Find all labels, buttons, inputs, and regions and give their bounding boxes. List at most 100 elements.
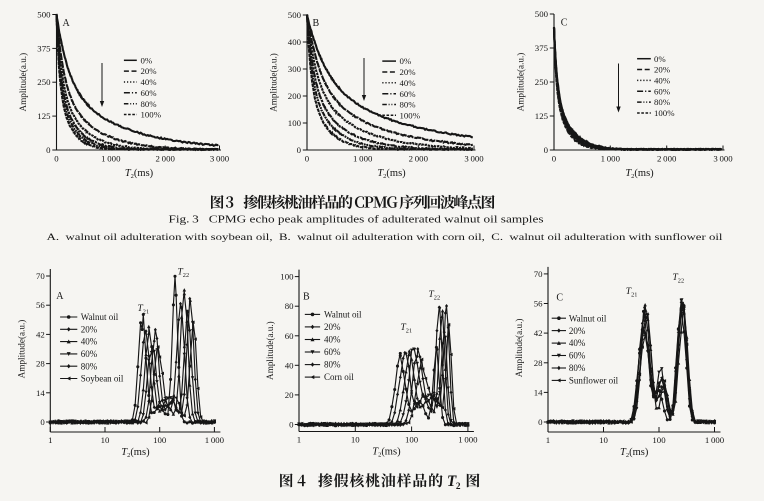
svg-text:10: 10 (599, 435, 608, 445)
svg-text:1 000: 1 000 (101, 154, 121, 164)
svg-text:100%: 100% (141, 110, 162, 120)
svg-text:0: 0 (552, 154, 557, 164)
svg-text:T21: T21 (626, 287, 638, 299)
svg-text:0: 0 (40, 417, 45, 427)
svg-text:80%: 80% (81, 361, 98, 371)
svg-text:60%: 60% (654, 86, 671, 96)
svg-text:T2(ms): T2(ms) (620, 447, 649, 459)
svg-text:20%: 20% (400, 67, 417, 77)
svg-text:60%: 60% (81, 349, 98, 359)
svg-text:B: B (313, 18, 320, 29)
svg-text:2 000: 2 000 (409, 154, 429, 164)
svg-text:80%: 80% (569, 363, 586, 373)
svg-text:60%: 60% (141, 88, 158, 98)
svg-text:42: 42 (534, 328, 543, 338)
svg-text:1 000: 1 000 (601, 154, 621, 164)
svg-text:Soybean oil: Soybean oil (81, 374, 124, 384)
svg-text:2 000: 2 000 (657, 154, 677, 164)
svg-text:20: 20 (285, 390, 294, 400)
svg-text:Amplitude(a.u.): Amplitude(a.u.) (516, 53, 526, 112)
svg-text:500: 500 (37, 10, 51, 20)
svg-text:Amplitude(a.u.): Amplitude(a.u.) (514, 319, 524, 378)
svg-text:Amplitude(a.u.): Amplitude(a.u.) (269, 53, 279, 112)
svg-text:T2(ms): T2(ms) (372, 447, 401, 459)
svg-text:B: B (303, 292, 310, 303)
svg-text:100%: 100% (400, 110, 421, 120)
svg-text:3 000: 3 000 (210, 154, 230, 164)
svg-text:100: 100 (153, 435, 167, 445)
svg-text:80%: 80% (654, 97, 671, 107)
svg-text:Corn oil: Corn oil (324, 372, 354, 382)
svg-text:Amplitude(a.u.): Amplitude(a.u.) (18, 53, 28, 112)
svg-text:40: 40 (285, 360, 294, 370)
svg-text:C: C (561, 18, 568, 29)
svg-text:0: 0 (54, 154, 59, 164)
svg-text:1: 1 (297, 435, 301, 445)
svg-text:200: 200 (288, 91, 302, 101)
svg-text:T2(ms): T2(ms) (125, 168, 154, 180)
svg-text:500: 500 (535, 9, 549, 19)
svg-text:100: 100 (288, 118, 302, 128)
svg-text:100: 100 (280, 272, 294, 282)
svg-text:28: 28 (534, 358, 543, 368)
svg-text:250: 250 (535, 77, 549, 87)
svg-text:Walnut oil: Walnut oil (569, 313, 607, 323)
svg-text:0%: 0% (141, 55, 153, 65)
svg-text:125: 125 (37, 111, 51, 121)
svg-text:40%: 40% (324, 335, 341, 345)
svg-text:A: A (63, 18, 71, 29)
svg-text:T2(ms): T2(ms) (625, 168, 654, 180)
svg-text:3 000: 3 000 (713, 154, 733, 164)
svg-text:56: 56 (534, 299, 543, 309)
svg-text:80: 80 (285, 301, 294, 311)
svg-text:0%: 0% (654, 54, 666, 64)
svg-text:2: 2 (456, 482, 461, 492)
svg-text:1 000: 1 000 (205, 435, 225, 445)
svg-text:56: 56 (36, 300, 45, 310)
svg-text:10: 10 (101, 435, 110, 445)
svg-text:T22: T22 (673, 273, 685, 285)
svg-text:20%: 20% (654, 65, 671, 75)
svg-text:2 000: 2 000 (156, 154, 176, 164)
svg-text:300: 300 (288, 64, 302, 74)
svg-text:375: 375 (535, 43, 549, 53)
svg-text:10: 10 (351, 435, 360, 445)
svg-text:1 000: 1 000 (353, 154, 373, 164)
svg-text:70: 70 (534, 269, 543, 279)
svg-text:Walnut oil: Walnut oil (81, 312, 119, 322)
svg-text:80%: 80% (400, 100, 417, 110)
svg-text:0: 0 (305, 154, 310, 164)
svg-text:Amplitude(a.u.): Amplitude(a.u.) (265, 321, 275, 380)
svg-text:0%: 0% (400, 56, 412, 66)
svg-text:T22: T22 (178, 268, 190, 280)
svg-text:0: 0 (297, 145, 302, 155)
svg-text:80%: 80% (141, 99, 158, 109)
svg-text:250: 250 (37, 77, 51, 87)
svg-text:A. walnut oil adulteration wi: A. walnut oil adulteration with soybean … (47, 232, 723, 243)
svg-text:125: 125 (535, 111, 549, 121)
svg-text:0: 0 (538, 417, 543, 427)
svg-text:Amplitude(a.u.): Amplitude(a.u.) (16, 320, 26, 379)
svg-text:Walnut oil: Walnut oil (324, 310, 362, 320)
svg-text:40%: 40% (141, 77, 158, 87)
svg-text:40%: 40% (654, 76, 671, 86)
svg-text:100: 100 (405, 435, 419, 445)
svg-text:20%: 20% (81, 324, 98, 334)
svg-text:100%: 100% (654, 108, 675, 118)
svg-text:0: 0 (289, 420, 294, 430)
svg-text:T21: T21 (138, 304, 150, 316)
svg-text:0: 0 (544, 145, 549, 155)
svg-text:T22: T22 (429, 290, 441, 302)
svg-text:Fig. 3 CPMG echo peak amplit: Fig. 3 CPMG echo peak amplitudes of adul… (169, 214, 544, 226)
svg-text:60: 60 (285, 331, 294, 341)
svg-text:14: 14 (534, 387, 543, 397)
svg-text:60%: 60% (569, 351, 586, 361)
svg-text:Sunflower oil: Sunflower oil (569, 376, 619, 386)
svg-text:42: 42 (36, 329, 45, 339)
svg-text:20%: 20% (324, 322, 341, 332)
svg-text:A: A (56, 291, 64, 302)
svg-text:1 000: 1 000 (705, 435, 725, 445)
svg-text:400: 400 (288, 37, 302, 47)
svg-text:T: T (447, 473, 457, 490)
svg-text:20%: 20% (141, 66, 158, 76)
